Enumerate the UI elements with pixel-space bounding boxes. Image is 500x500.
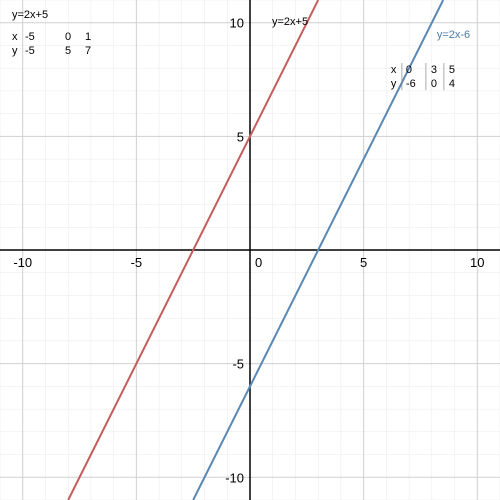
r-table-cell: 4 xyxy=(449,78,455,90)
tl-table-header-y: y xyxy=(12,45,18,57)
r-table-cell: 5 xyxy=(449,64,455,76)
center-equation-label: y=2x+5 xyxy=(272,16,308,28)
x-tick-label: 10 xyxy=(470,255,484,270)
x-tick-label: 5 xyxy=(360,255,367,270)
x-tick-label: -10 xyxy=(13,255,32,270)
tl-table-cell: 0 xyxy=(65,31,71,43)
x-tick-label: -5 xyxy=(131,255,143,270)
coordinate-plane: -10-50510-10-5510y=2x+5xy-5-50517y=2x+5y… xyxy=(0,0,500,500)
y-tick-label: -5 xyxy=(232,357,244,372)
y-tick-label: 5 xyxy=(237,129,244,144)
y-tick-label: 10 xyxy=(230,16,244,31)
r-table-header-x: x xyxy=(391,64,397,76)
r-table-cell: 0 xyxy=(406,64,412,76)
r-table-cell: -6 xyxy=(406,78,416,90)
tl-table-header-x: x xyxy=(12,31,18,43)
tl-table-cell: 7 xyxy=(85,45,91,57)
tl-table-cell: 5 xyxy=(65,45,71,57)
tl-table-cell: -5 xyxy=(25,31,35,43)
r-table-cell: 0 xyxy=(431,78,437,90)
tl-table-cell: -5 xyxy=(25,45,35,57)
x-tick-label: 0 xyxy=(255,255,262,270)
tl-table-cell: 1 xyxy=(85,31,91,43)
topleft-title: y=2x+5 xyxy=(12,9,48,21)
y-tick-label: -10 xyxy=(225,470,244,485)
r-table-cell: 3 xyxy=(431,64,437,76)
right-equation-label: y=2x-6 xyxy=(437,29,470,41)
r-table-header-y: y xyxy=(391,78,397,90)
graph-container: -10-50510-10-5510y=2x+5xy-5-50517y=2x+5y… xyxy=(0,0,500,500)
